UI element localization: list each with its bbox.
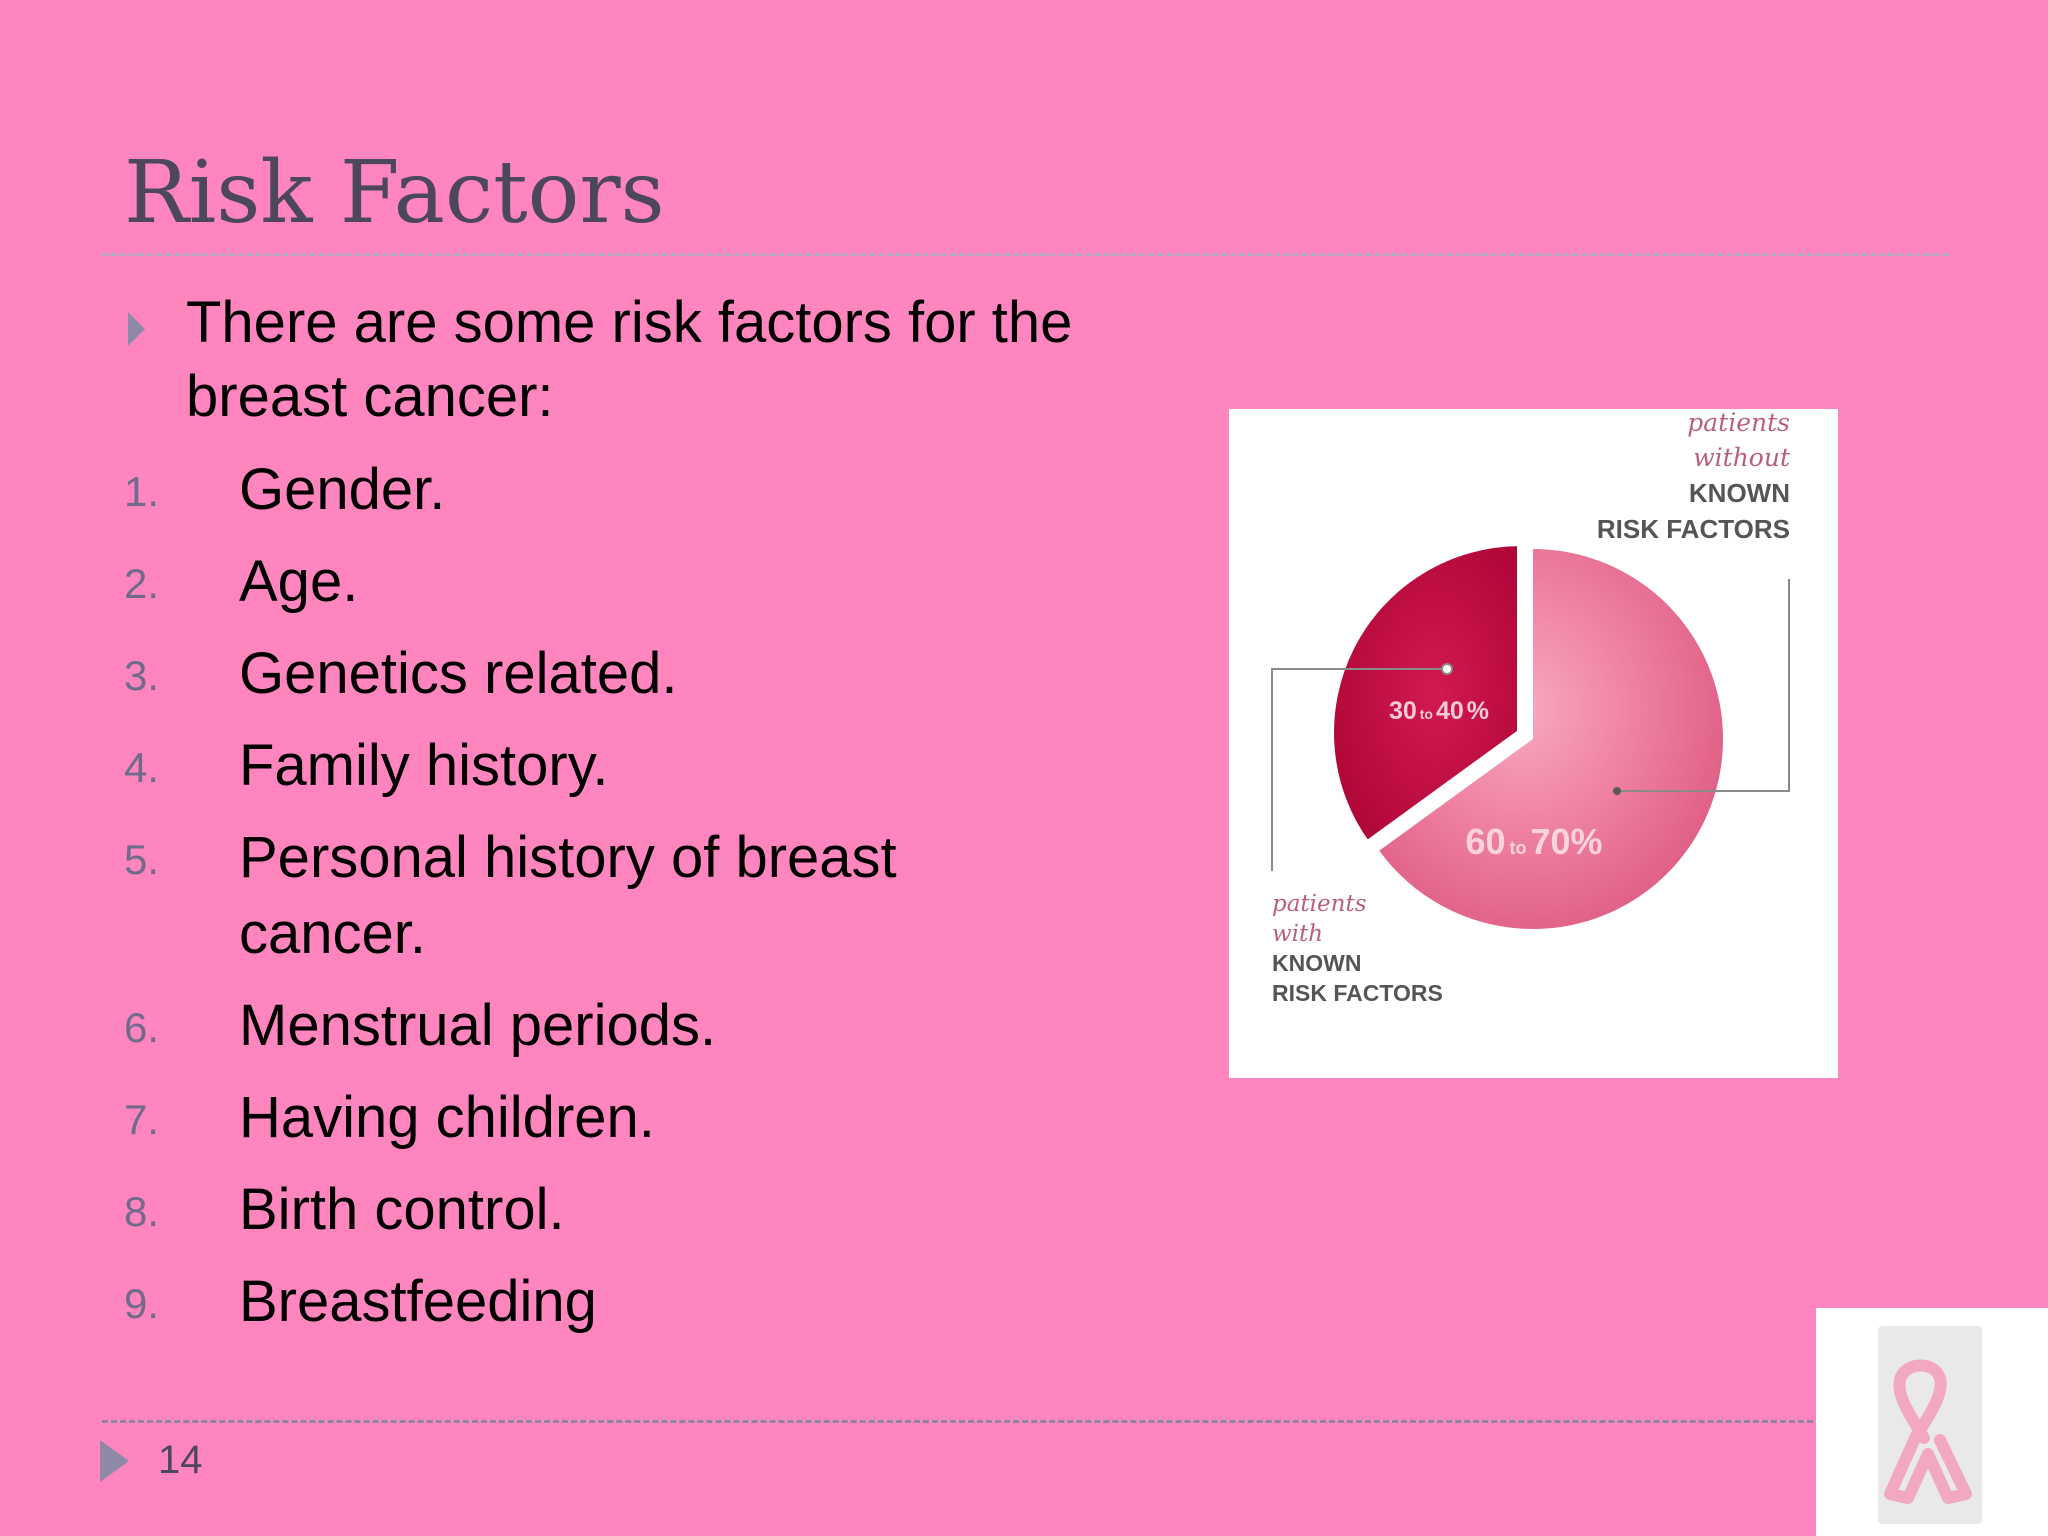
slice-value-without-percent: % (1571, 821, 1603, 862)
risk-factor-text: Gender. (239, 457, 446, 522)
risk-factor-number: 1. (124, 468, 160, 515)
risk-factor-text: Personal history of breast cancer. (239, 825, 897, 966)
risk-factor-text: Menstrual periods. (239, 993, 717, 1058)
risk-factor-number: 7. (124, 1096, 160, 1143)
slice-value-with-percent: % (1467, 697, 1489, 725)
leader-line-with (1271, 668, 1447, 871)
risk-factor-number: 6. (124, 1004, 160, 1051)
legend-without-line3: KNOWN (1689, 478, 1790, 508)
risk-factor-text: Family history. (239, 733, 609, 798)
slice-value-with-high: 40 (1436, 697, 1464, 725)
slice-value-with-low: 30 (1389, 697, 1417, 725)
slice-value-without: 60 to 70% (1465, 821, 1602, 862)
legend-without-line4: RISK FACTORS (1597, 514, 1790, 544)
slice-value-without-high: 70 (1530, 821, 1570, 862)
bullet-triangle-icon (128, 312, 145, 346)
legend-with-line2: with (1272, 921, 1323, 947)
slide-title: Risk Factors (124, 143, 665, 243)
slice-value-with-to: to (1420, 706, 1433, 722)
legend-with-line1: patients (1272, 891, 1367, 917)
intro-text: There are some risk factors for the brea… (186, 290, 1073, 429)
ribbon-thumbnail (1816, 1308, 2048, 1536)
pink-ribbon-icon (1878, 1326, 1982, 1524)
slice-value-with: 30 to 40% (1389, 697, 1489, 725)
legend-with-line4: RISK FACTORS (1272, 980, 1443, 1006)
risk-factor-number: 4. (124, 744, 160, 791)
footer-triangle-icon (100, 1440, 129, 1482)
risk-factor-number: 5. (124, 836, 160, 883)
pie-slice-with-known-risk-factors (1327, 539, 1525, 850)
risk-factor-text: Having children. (239, 1085, 655, 1150)
risk-factor-number: 9. (124, 1280, 160, 1327)
page-number: 14 (158, 1438, 203, 1482)
slice-value-without-to: to (1509, 838, 1526, 858)
legend-without-line1: patients (1687, 409, 1790, 437)
pie-slice-without-known-risk-factors (1379, 549, 1723, 930)
risk-factor-text: Breastfeeding (239, 1269, 597, 1334)
slice-value-without-low: 60 (1465, 821, 1505, 862)
legend-with: patients with KNOWN RISK FACTORS (1272, 891, 1443, 1006)
leader-line-without (1617, 579, 1790, 792)
footer-divider (102, 1420, 1822, 1423)
risk-factor-number: 3. (124, 652, 160, 699)
risk-factor-number: 8. (124, 1188, 160, 1235)
leader-dot-without (1613, 787, 1621, 795)
risk-factor-text: Birth control. (239, 1177, 565, 1242)
legend-without-line2: without (1693, 443, 1791, 472)
leader-dot-with (1441, 663, 1453, 675)
legend-with-line3: KNOWN (1272, 950, 1361, 976)
title-divider (102, 253, 1948, 256)
risk-factor-pie-chart: 30 to 40% 60 to 70% patients without KNOWN R… (1229, 409, 1838, 1078)
legend-without: patients without KNOWN RISK FACTORS (1597, 409, 1791, 544)
risk-factor-text: Age. (239, 549, 359, 614)
pie-chart-svg: 30 to 40% 60 to 70% patients without KNOWN R… (1271, 409, 1791, 1006)
ribbon-shape (1884, 1359, 1972, 1504)
risk-factor-number: 2. (124, 560, 160, 607)
risk-factor-text: Genetics related. (239, 641, 678, 706)
